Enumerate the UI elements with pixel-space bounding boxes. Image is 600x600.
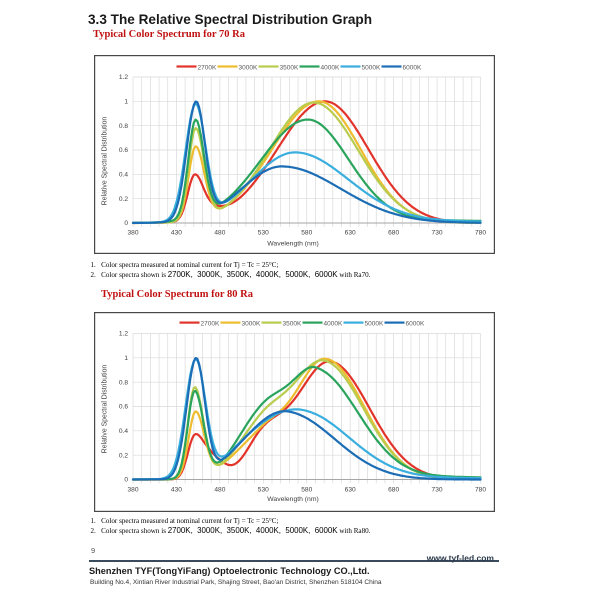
svg-text:530: 530 bbox=[258, 487, 269, 494]
svg-text:780: 780 bbox=[475, 230, 486, 237]
svg-text:480: 480 bbox=[214, 230, 225, 237]
svg-text:680: 680 bbox=[388, 487, 399, 494]
svg-text:530: 530 bbox=[258, 230, 269, 237]
svg-text:430: 430 bbox=[171, 487, 182, 494]
svg-text:Relative Spectral Distribution: Relative Spectral Distribution bbox=[102, 117, 109, 206]
svg-text:1: 1 bbox=[124, 355, 128, 362]
svg-text:630: 630 bbox=[345, 487, 356, 494]
svg-text:3000K: 3000K bbox=[239, 64, 258, 71]
svg-text:0.6: 0.6 bbox=[119, 404, 128, 411]
svg-text:Relative Spectral Distribution: Relative Spectral Distribution bbox=[102, 365, 109, 454]
svg-text:0.8: 0.8 bbox=[119, 123, 128, 130]
svg-text:0: 0 bbox=[124, 220, 128, 227]
svg-text:0: 0 bbox=[124, 477, 128, 484]
svg-text:Wavelength (nm): Wavelength (nm) bbox=[267, 496, 319, 503]
svg-text:1.2: 1.2 bbox=[119, 74, 128, 81]
svg-text:5000K: 5000K bbox=[362, 64, 381, 71]
svg-text:Wavelength (nm): Wavelength (nm) bbox=[267, 241, 319, 248]
svg-text:0.4: 0.4 bbox=[119, 428, 128, 435]
svg-text:480: 480 bbox=[214, 487, 225, 494]
svg-text:4000K: 4000K bbox=[324, 320, 343, 327]
svg-text:580: 580 bbox=[301, 487, 312, 494]
svg-text:5000K: 5000K bbox=[365, 320, 384, 327]
svg-text:1.2: 1.2 bbox=[119, 331, 128, 338]
svg-text:3000K: 3000K bbox=[242, 320, 261, 327]
svg-text:3500K: 3500K bbox=[283, 320, 302, 327]
svg-text:3500K: 3500K bbox=[280, 64, 299, 71]
svg-text:2700K: 2700K bbox=[198, 64, 217, 71]
svg-text:430: 430 bbox=[171, 230, 182, 237]
svg-text:6000K: 6000K bbox=[403, 64, 422, 71]
svg-text:730: 730 bbox=[432, 230, 443, 237]
svg-text:580: 580 bbox=[301, 230, 312, 237]
svg-text:0.2: 0.2 bbox=[119, 196, 128, 203]
svg-text:6000K: 6000K bbox=[406, 320, 425, 327]
svg-text:0.4: 0.4 bbox=[119, 172, 128, 179]
svg-text:780: 780 bbox=[475, 487, 486, 494]
svg-text:4000K: 4000K bbox=[321, 64, 340, 71]
svg-text:0.8: 0.8 bbox=[119, 379, 128, 386]
svg-text:1: 1 bbox=[124, 99, 128, 106]
svg-text:680: 680 bbox=[388, 230, 399, 237]
svg-text:380: 380 bbox=[127, 487, 138, 494]
svg-text:0.6: 0.6 bbox=[119, 147, 128, 154]
svg-text:2700K: 2700K bbox=[201, 320, 220, 327]
svg-text:0.2: 0.2 bbox=[119, 452, 128, 459]
svg-text:730: 730 bbox=[432, 487, 443, 494]
svg-text:380: 380 bbox=[127, 230, 138, 237]
svg-text:630: 630 bbox=[345, 230, 356, 237]
